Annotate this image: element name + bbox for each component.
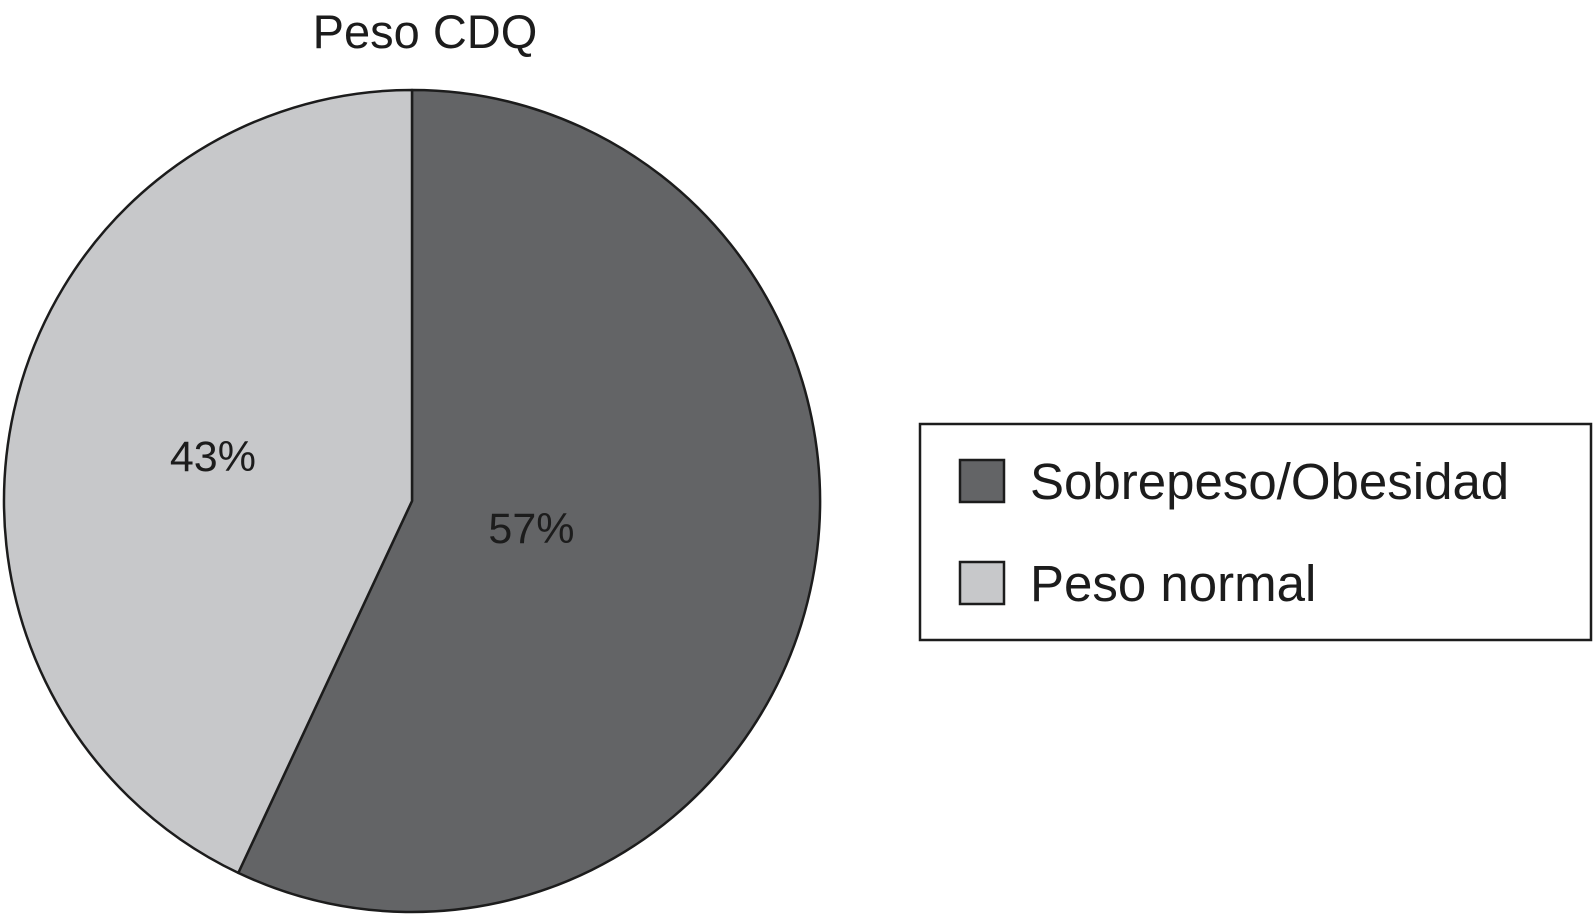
legend-label-peso-normal: Peso normal — [1030, 555, 1316, 612]
pie-slice-labels: 57% 43% — [170, 433, 575, 553]
legend-swatch-sobrepeso-obesidad — [958, 458, 1006, 504]
pie-slice-sobrepeso-obesidad — [237, 88, 822, 914]
pie-slices — [2, 88, 822, 914]
slice-label-peso-normal: 43% — [170, 433, 256, 481]
chart-title: Peso CDQ — [313, 5, 538, 58]
pie-slice-peso-normal — [2, 88, 414, 875]
legend: Sobrepeso/Obesidad Peso normal — [918, 422, 1593, 642]
legend-swatch-peso-normal — [958, 560, 1006, 606]
slice-label-sobrepeso-obesidad: 57% — [488, 505, 574, 553]
legend-frame — [918, 422, 1593, 642]
legend-label-sobrepeso-obesidad: Sobrepeso/Obesidad — [1030, 453, 1509, 510]
